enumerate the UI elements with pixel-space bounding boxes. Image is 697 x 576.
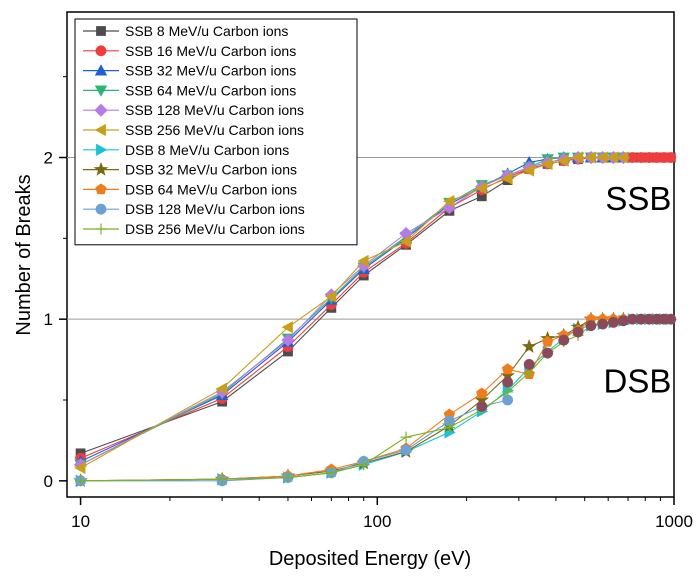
legend-label: DSB 128 MeV/u Carbon ions bbox=[125, 201, 305, 217]
data-point-ssb-256-mev-u-carbon-ions bbox=[215, 382, 228, 395]
data-point-dsb-64-mev-u-carbon-ions bbox=[501, 363, 514, 375]
data-point-dsb-64-mev-u-carbon-ions bbox=[541, 335, 554, 347]
legend-label: DSB 64 MeV/u Carbon ions bbox=[125, 181, 297, 197]
annotation-dsb: DSB bbox=[604, 363, 672, 400]
legend-label: SSB 128 MeV/u Carbon ions bbox=[125, 102, 304, 118]
legend-label: DSB 32 MeV/u Carbon ions bbox=[125, 162, 297, 178]
legend-marker bbox=[96, 143, 108, 156]
data-point-ssb-256-mev-u-carbon-ions bbox=[541, 157, 553, 171]
legend-item: SSB 16 MeV/u Carbon ions bbox=[83, 43, 296, 59]
legend-marker bbox=[95, 223, 107, 235]
legend-label: SSB 64 MeV/u Carbon ions bbox=[125, 82, 296, 98]
x-tick-label: 10 bbox=[71, 512, 90, 531]
data-point-extra bbox=[608, 316, 619, 328]
legend-item: DSB 32 MeV/u Carbon ions bbox=[83, 162, 297, 178]
data-point-dsb-256-mev-u-carbon-ions bbox=[358, 459, 370, 471]
data-point-extra bbox=[502, 376, 514, 388]
data-point-dsb-128-mev-u-carbon-ions bbox=[400, 444, 412, 456]
legend: SSB 8 MeV/u Carbon ions SSB 16 MeV/u Carb… bbox=[74, 18, 358, 246]
annotation-ssb: SSB bbox=[605, 180, 671, 217]
legend-label: DSB 256 MeV/u Carbon ions bbox=[125, 221, 305, 237]
data-point-dsb-32-mev-u-carbon-ions bbox=[521, 339, 537, 353]
data-point-dsb-64-mev-u-carbon-ions bbox=[476, 387, 488, 399]
legend-marker bbox=[94, 123, 106, 137]
legend-label: SSB 8 MeV/u Carbon ions bbox=[125, 23, 288, 39]
legend-marker bbox=[95, 183, 107, 195]
data-point-ssb-256-mev-u-carbon-ions bbox=[557, 154, 569, 167]
series-layer bbox=[73, 150, 678, 488]
legend-label: SSB 16 MeV/u Carbon ions bbox=[125, 43, 296, 59]
y-axis-title: Number of Breaks bbox=[13, 174, 35, 335]
legend-marker bbox=[95, 45, 107, 57]
legend-item: DSB 256 MeV/u Carbon ions bbox=[83, 221, 305, 237]
data-point-extra bbox=[476, 401, 488, 412]
legend-marker bbox=[96, 26, 106, 36]
data-point-ssb-256-mev-u-carbon-ions bbox=[617, 151, 629, 164]
data-point-ssb-128-mev-u-carbon-ions bbox=[281, 333, 295, 347]
data-point-extra bbox=[665, 313, 677, 325]
data-point-ssb-256-mev-u-carbon-ions bbox=[357, 254, 369, 268]
data-point-ssb-256-mev-u-carbon-ions bbox=[74, 461, 86, 475]
data-point-ssb-256-mev-u-carbon-ions bbox=[522, 164, 535, 177]
series-ssb-256-mev-u-carbon-ions bbox=[74, 151, 629, 475]
data-point-dsb-256-mev-u-carbon-ions bbox=[502, 386, 514, 398]
data-point-extra bbox=[523, 359, 535, 370]
legend-label: SSB 256 MeV/u Carbon ions bbox=[125, 122, 304, 138]
data-point-dsb-256-mev-u-carbon-ions bbox=[443, 421, 455, 433]
legend-marker bbox=[94, 64, 108, 76]
data-point-dsb-256-mev-u-carbon-ions bbox=[282, 472, 294, 484]
data-point-ssb-256-mev-u-carbon-ions bbox=[584, 151, 596, 164]
x-tick-label: 1000 bbox=[655, 512, 693, 531]
legend-item: SSB 64 MeV/u Carbon ions bbox=[83, 82, 296, 98]
legend-marker bbox=[94, 85, 108, 97]
data-point-extra bbox=[617, 315, 629, 327]
y-tick-label: 2 bbox=[44, 149, 53, 168]
data-point-ssb-256-mev-u-carbon-ions bbox=[443, 194, 455, 208]
data-point-dsb-256-mev-u-carbon-ions bbox=[75, 475, 87, 487]
legend-item: SSB 8 MeV/u Carbon ions bbox=[83, 23, 288, 39]
legend-item: SSB 256 MeV/u Carbon ions bbox=[83, 122, 304, 138]
legend-item: DSB 8 MeV/u Carbon ions bbox=[83, 142, 289, 158]
data-point-ssb-256-mev-u-carbon-ions bbox=[281, 321, 293, 334]
legend-label: SSB 32 MeV/u Carbon ions bbox=[125, 63, 296, 79]
data-point-dsb-256-mev-u-carbon-ions bbox=[325, 467, 337, 479]
data-point-ssb-256-mev-u-carbon-ions bbox=[475, 182, 487, 195]
extra-points-0 bbox=[476, 313, 677, 412]
legend-label: DSB 8 MeV/u Carbon ions bbox=[125, 142, 289, 158]
legend-item: SSB 128 MeV/u Carbon ions bbox=[83, 102, 304, 118]
data-point-ssb-256-mev-u-carbon-ions bbox=[324, 290, 337, 303]
axes: 10 100 1000 0 1 2 bbox=[44, 76, 693, 531]
legend-box bbox=[74, 18, 358, 246]
legend-item: SSB 32 MeV/u Carbon ions bbox=[83, 63, 296, 79]
data-point-ssb-256-mev-u-carbon-ions bbox=[571, 151, 583, 164]
x-tick-label: 100 bbox=[363, 512, 391, 531]
data-point-dsb-256-mev-u-carbon-ions bbox=[216, 473, 228, 485]
data-point-dsb-256-mev-u-carbon-ions bbox=[400, 431, 412, 443]
data-point-ssb-256-mev-u-carbon-ions bbox=[399, 235, 411, 248]
y-tick-label: 0 bbox=[44, 472, 53, 491]
y-tick-label: 1 bbox=[44, 310, 53, 329]
data-point-extra bbox=[558, 334, 570, 346]
data-point-extra bbox=[542, 347, 554, 359]
data-point-ssb-16-mev-u-carbon-ions bbox=[665, 152, 677, 163]
legend-marker bbox=[93, 161, 109, 176]
data-point-extra bbox=[585, 320, 597, 332]
data-point-extra bbox=[597, 318, 609, 330]
legend-item: DSB 64 MeV/u Carbon ions bbox=[83, 181, 297, 197]
legend-marker bbox=[95, 203, 107, 215]
legend-item: DSB 128 MeV/u Carbon ions bbox=[83, 201, 305, 217]
legend-marker bbox=[94, 103, 108, 117]
data-point-extra bbox=[572, 326, 584, 338]
x-axis-title: Deposited Energy (eV) bbox=[269, 548, 471, 570]
data-point-ssb-256-mev-u-carbon-ions bbox=[501, 172, 513, 185]
